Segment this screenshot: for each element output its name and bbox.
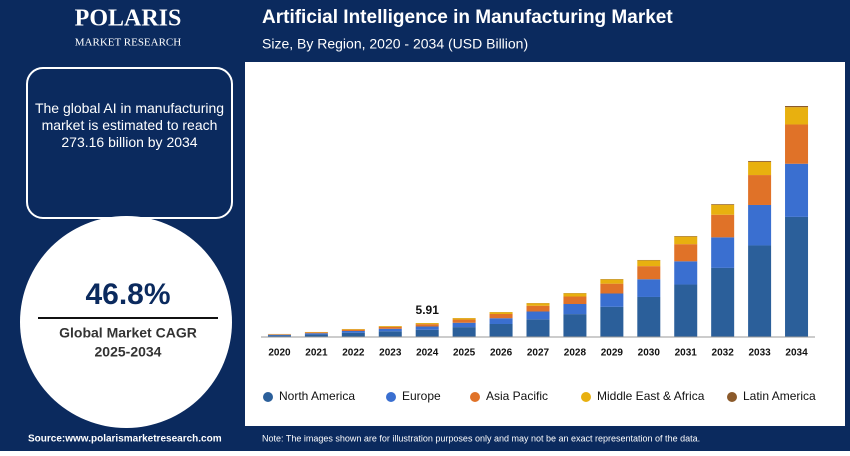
bar-segment xyxy=(490,318,513,324)
x-tick-label: 2024 xyxy=(416,348,439,359)
bar-segment xyxy=(453,327,476,337)
legend-swatch xyxy=(263,392,273,402)
x-tick-label: 2034 xyxy=(785,348,808,359)
summary-text: The global AI in manufacturing market is… xyxy=(32,100,227,151)
legend-swatch xyxy=(727,392,737,402)
bar-segment xyxy=(711,204,734,205)
bar-segment xyxy=(379,326,402,327)
bar-segment xyxy=(600,284,623,294)
note: Note: The images shown are for illustrat… xyxy=(262,433,700,443)
bar-segment xyxy=(785,164,808,217)
bar-segment xyxy=(416,324,439,326)
bar-segment xyxy=(342,330,365,331)
x-tick-label: 2029 xyxy=(601,348,624,359)
cagr-value: 46.8% xyxy=(85,278,170,311)
bar-segment xyxy=(785,217,808,337)
bar-segment xyxy=(268,334,291,335)
legend-swatch xyxy=(470,392,480,402)
bar-segment xyxy=(563,293,586,296)
bar-segment xyxy=(305,333,328,334)
bar-segment xyxy=(416,327,439,330)
x-tick-label: 2033 xyxy=(748,348,771,359)
cagr-label: Global Market CAGR xyxy=(59,325,197,341)
bar-segment xyxy=(674,285,697,337)
x-tick-label: 2032 xyxy=(712,348,735,359)
bar-segment xyxy=(637,279,660,297)
bar-segment xyxy=(711,268,734,337)
bar-segment xyxy=(637,297,660,337)
bar-segment xyxy=(342,333,365,337)
x-tick-label: 2023 xyxy=(379,348,402,359)
summary-wrap: The global AI in manufacturing market is… xyxy=(32,100,227,180)
bar-segment xyxy=(785,106,808,107)
bar-segment xyxy=(674,261,697,284)
x-tick-label: 2022 xyxy=(342,348,365,359)
bar-segment xyxy=(490,314,513,318)
bar-segment xyxy=(600,294,623,307)
bar-segment xyxy=(563,297,586,304)
x-tick-label: 2020 xyxy=(268,348,291,359)
bar-segment xyxy=(416,330,439,337)
bar-segment xyxy=(637,266,660,279)
bar-segment xyxy=(527,312,550,320)
bar-segment xyxy=(748,161,771,162)
bar-segment xyxy=(711,237,734,268)
legend-label: Latin America xyxy=(743,389,816,403)
bar-segment xyxy=(527,306,550,312)
legend-label: North America xyxy=(279,389,355,403)
bar-segment xyxy=(379,331,402,337)
bar-segment xyxy=(674,237,697,245)
bar-segment xyxy=(490,312,513,314)
bar-segment xyxy=(748,162,771,175)
bar-segment xyxy=(600,279,623,283)
cagr-circle xyxy=(20,216,232,428)
bar-segment xyxy=(527,319,550,337)
x-tick-label: 2026 xyxy=(490,348,513,359)
bar-segment xyxy=(748,175,771,205)
bar-segment xyxy=(785,124,808,163)
x-tick-label: 2021 xyxy=(305,348,328,359)
bar-segment xyxy=(563,314,586,337)
bar-segment xyxy=(453,318,476,319)
bar-segment xyxy=(527,303,550,306)
x-tick-label: 2030 xyxy=(638,348,661,359)
bar-segment xyxy=(563,304,586,314)
bar-segment xyxy=(748,245,771,337)
bar-segment xyxy=(453,323,476,327)
source: Source:www.polarismarketresearch.com xyxy=(28,434,222,445)
bar-segment xyxy=(490,324,513,337)
bar-segment xyxy=(342,329,365,330)
legend-swatch xyxy=(581,392,591,402)
bar-segment xyxy=(674,244,697,261)
x-tick-label: 2028 xyxy=(564,348,587,359)
chart-title: Artificial Intelligence in Manufacturing… xyxy=(262,7,673,28)
bar-segment xyxy=(637,260,660,266)
x-tick-label: 2027 xyxy=(527,348,550,359)
legend-swatch xyxy=(386,392,396,402)
bar-segment xyxy=(342,331,365,333)
legend-label: Europe xyxy=(402,389,441,403)
x-tick-label: 2025 xyxy=(453,348,476,359)
bar-segment xyxy=(785,107,808,124)
legend-label: Middle East & Africa xyxy=(597,389,705,403)
cagr-period: 2025-2034 xyxy=(95,344,162,360)
bar-segment xyxy=(748,205,771,245)
x-tick-label: 2031 xyxy=(675,348,698,359)
bar-segment xyxy=(379,327,402,329)
bar-segment xyxy=(416,323,439,324)
data-label: 5.91 xyxy=(416,303,440,317)
logo-tagline: MARKET RESEARCH xyxy=(75,37,182,49)
bar-segment xyxy=(379,329,402,332)
logo-name: POLARIS xyxy=(75,6,182,32)
bar-segment xyxy=(600,307,623,337)
legend-label: Asia Pacific xyxy=(486,389,548,403)
bar-segment xyxy=(711,205,734,215)
bar-segment xyxy=(453,320,476,323)
bar-segment xyxy=(268,335,291,336)
bar-segment xyxy=(305,332,328,333)
bar-segment xyxy=(711,215,734,238)
chart-subtitle: Size, By Region, 2020 - 2034 (USD Billio… xyxy=(262,36,528,52)
